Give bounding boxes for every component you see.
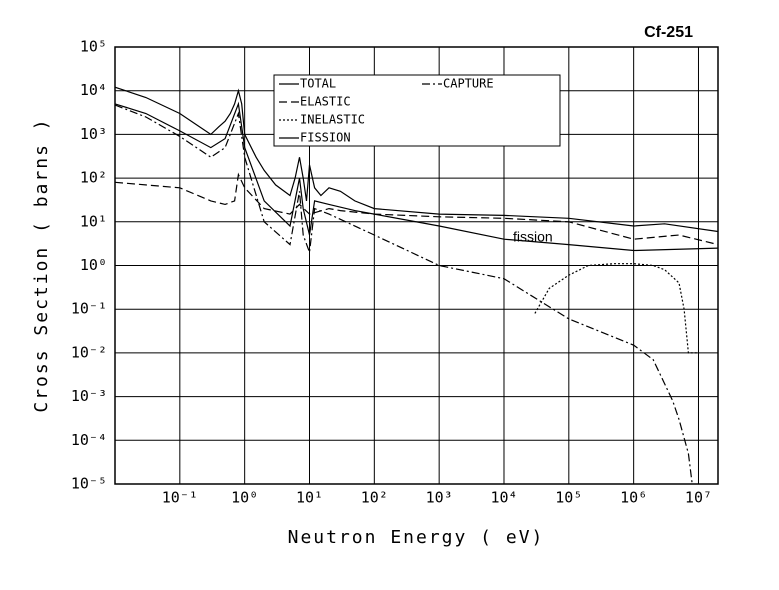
series-line	[115, 86, 718, 233]
y-tick-label: 10¹	[80, 212, 107, 230]
legend-label: TOTAL	[300, 77, 336, 91]
x-tick-label: 10¹	[296, 489, 323, 507]
x-tick-label: 10⁻¹	[162, 489, 198, 507]
legend-label: ELASTIC	[300, 95, 351, 109]
x-tick-label: 10⁵	[555, 489, 582, 507]
y-tick-label: 10³	[80, 125, 107, 143]
annotation: fission	[513, 229, 553, 245]
y-axis-label: Cross Section ( barns )	[31, 117, 52, 412]
series-line	[115, 101, 718, 252]
legend-label: FISSION	[300, 131, 351, 145]
x-tick-label: 10²	[361, 489, 388, 507]
y-tick-label: 10⁻³	[71, 387, 107, 405]
chart-title: Cf-251	[644, 24, 693, 41]
plot-frame	[114, 46, 719, 485]
series-line	[534, 263, 699, 354]
y-tick-label: 10⁴	[80, 81, 107, 99]
x-tick-label: 10⁴	[490, 489, 517, 507]
x-axis-label: Neutron Energy ( eV)	[288, 527, 545, 548]
y-tick-label: 10⁻²	[71, 343, 107, 361]
legend-box	[273, 74, 561, 147]
x-tick-label: 10⁷	[685, 489, 712, 507]
y-tick-label: 10⁵	[80, 38, 107, 56]
legend-label: INELASTIC	[300, 113, 365, 127]
y-tick-label: 10⁻¹	[71, 300, 107, 318]
y-tick-label: 10²	[80, 169, 107, 187]
y-tick-label: 10⁻⁵	[71, 475, 107, 493]
x-tick-label: 10³	[426, 489, 453, 507]
plot-area	[115, 86, 718, 484]
series-line	[115, 172, 718, 246]
x-tick-label: 10⁶	[620, 489, 647, 507]
y-tick-label: 10⁰	[80, 256, 107, 274]
legend-label: CAPTURE	[443, 77, 494, 91]
y-tick-label: 10⁻⁴	[71, 431, 107, 449]
series-line	[115, 104, 693, 484]
x-tick-label: 10⁰	[231, 489, 258, 507]
